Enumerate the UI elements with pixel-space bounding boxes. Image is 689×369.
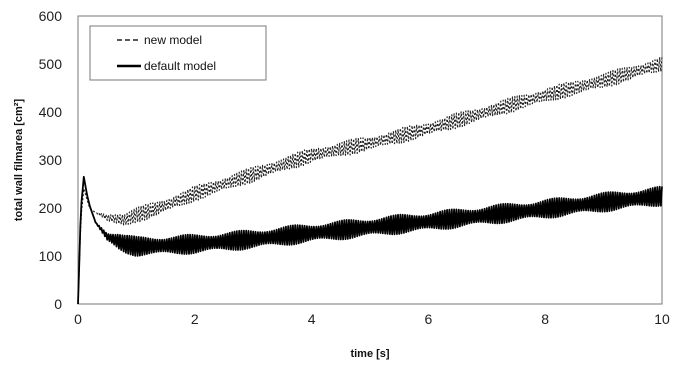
series-layer [77, 56, 663, 305]
x-tick-label: 0 [74, 311, 82, 327]
y-tick-label: 200 [39, 200, 63, 216]
legend-box [89, 25, 267, 81]
x-tick-label: 10 [654, 311, 670, 327]
x-tick-label: 4 [308, 311, 316, 327]
y-tick-label: 600 [39, 8, 63, 24]
legend-label-default-model: default model [144, 59, 216, 73]
y-tick-label: 100 [39, 248, 63, 264]
series-line-new-model [77, 56, 663, 305]
y-tick-label: 0 [54, 296, 62, 312]
x-tick-label: 8 [541, 311, 549, 327]
x-tick-label: 2 [191, 311, 199, 327]
x-tick-labels: 0 2 4 6 8 10 [74, 311, 670, 327]
legend-label-new-model: new model [144, 33, 202, 47]
y-tick-labels: 0 100 200 300 400 500 600 [39, 8, 63, 312]
series-line-default-model [77, 175, 663, 305]
y-tick-label: 300 [39, 152, 63, 168]
x-axis-label: time [s] [350, 348, 389, 360]
y-axis-label: total wall filmarea [cm²] [13, 99, 25, 222]
y-tick-label: 400 [39, 104, 63, 120]
y-tick-label: 500 [39, 56, 63, 72]
x-tick-label: 6 [425, 311, 433, 327]
